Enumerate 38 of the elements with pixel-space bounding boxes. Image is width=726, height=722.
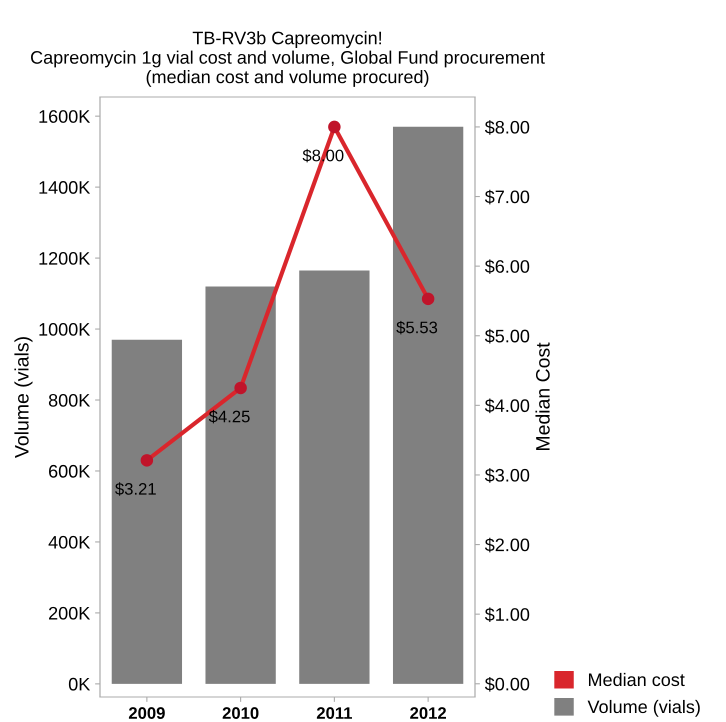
chart-title: TB-RV3b Capreomycin! Capreomycin 1g vial cost and volume, Global Fund procurement (median cost and volume procured) bbox=[31, 31, 545, 87]
y2-axis-title: Median Cost bbox=[535, 342, 550, 450]
legend-label: Median cost bbox=[588, 672, 685, 686]
y-axis-title: Volume (vials) bbox=[14, 337, 33, 458]
data-label: $3.21 bbox=[115, 482, 156, 496]
x-tick-label: 2011 bbox=[316, 707, 352, 719]
y-tick-label: 800K bbox=[48, 394, 90, 407]
y2-tick-label: $5.00 bbox=[484, 328, 530, 344]
y2-tick-label: $1.00 bbox=[484, 607, 530, 622]
y2-tick-label: $4.00 bbox=[484, 398, 530, 414]
point bbox=[140, 454, 154, 467]
y2-tick-label: $8.00 bbox=[484, 120, 530, 135]
y-tick-label: 1400K bbox=[39, 181, 90, 194]
point bbox=[422, 292, 434, 306]
data-label: $4.25 bbox=[208, 410, 250, 424]
y-tick-label: 1000K bbox=[39, 322, 90, 336]
y-tick-label: 600K bbox=[49, 464, 90, 478]
y2-tick-label: $6.00 bbox=[484, 259, 530, 274]
bar bbox=[299, 270, 370, 684]
x-tick-label: 2010 bbox=[222, 707, 258, 719]
bar bbox=[392, 126, 464, 684]
y-tick-label: 1600K bbox=[39, 110, 90, 123]
bar bbox=[112, 340, 182, 684]
point bbox=[234, 382, 247, 394]
point bbox=[328, 120, 341, 134]
y-tick-label: 400K bbox=[48, 536, 90, 549]
data-label: $5.53 bbox=[396, 320, 438, 334]
y-tick-label: 200K bbox=[49, 606, 90, 620]
x-tick-label: 2012 bbox=[410, 707, 446, 719]
legend-label: Volume (vials) bbox=[588, 700, 700, 717]
y2-tick-label: $0.00 bbox=[484, 676, 530, 692]
y-tick-label: 0K bbox=[68, 678, 90, 691]
y2-tick-label: $7.00 bbox=[484, 190, 530, 204]
y2-tick-label: $3.00 bbox=[484, 468, 530, 483]
bar bbox=[205, 286, 276, 684]
x-tick-label: 2009 bbox=[128, 707, 165, 719]
y-tick-label: 1200K bbox=[39, 252, 90, 265]
y2-tick-label: $2.00 bbox=[484, 538, 530, 552]
